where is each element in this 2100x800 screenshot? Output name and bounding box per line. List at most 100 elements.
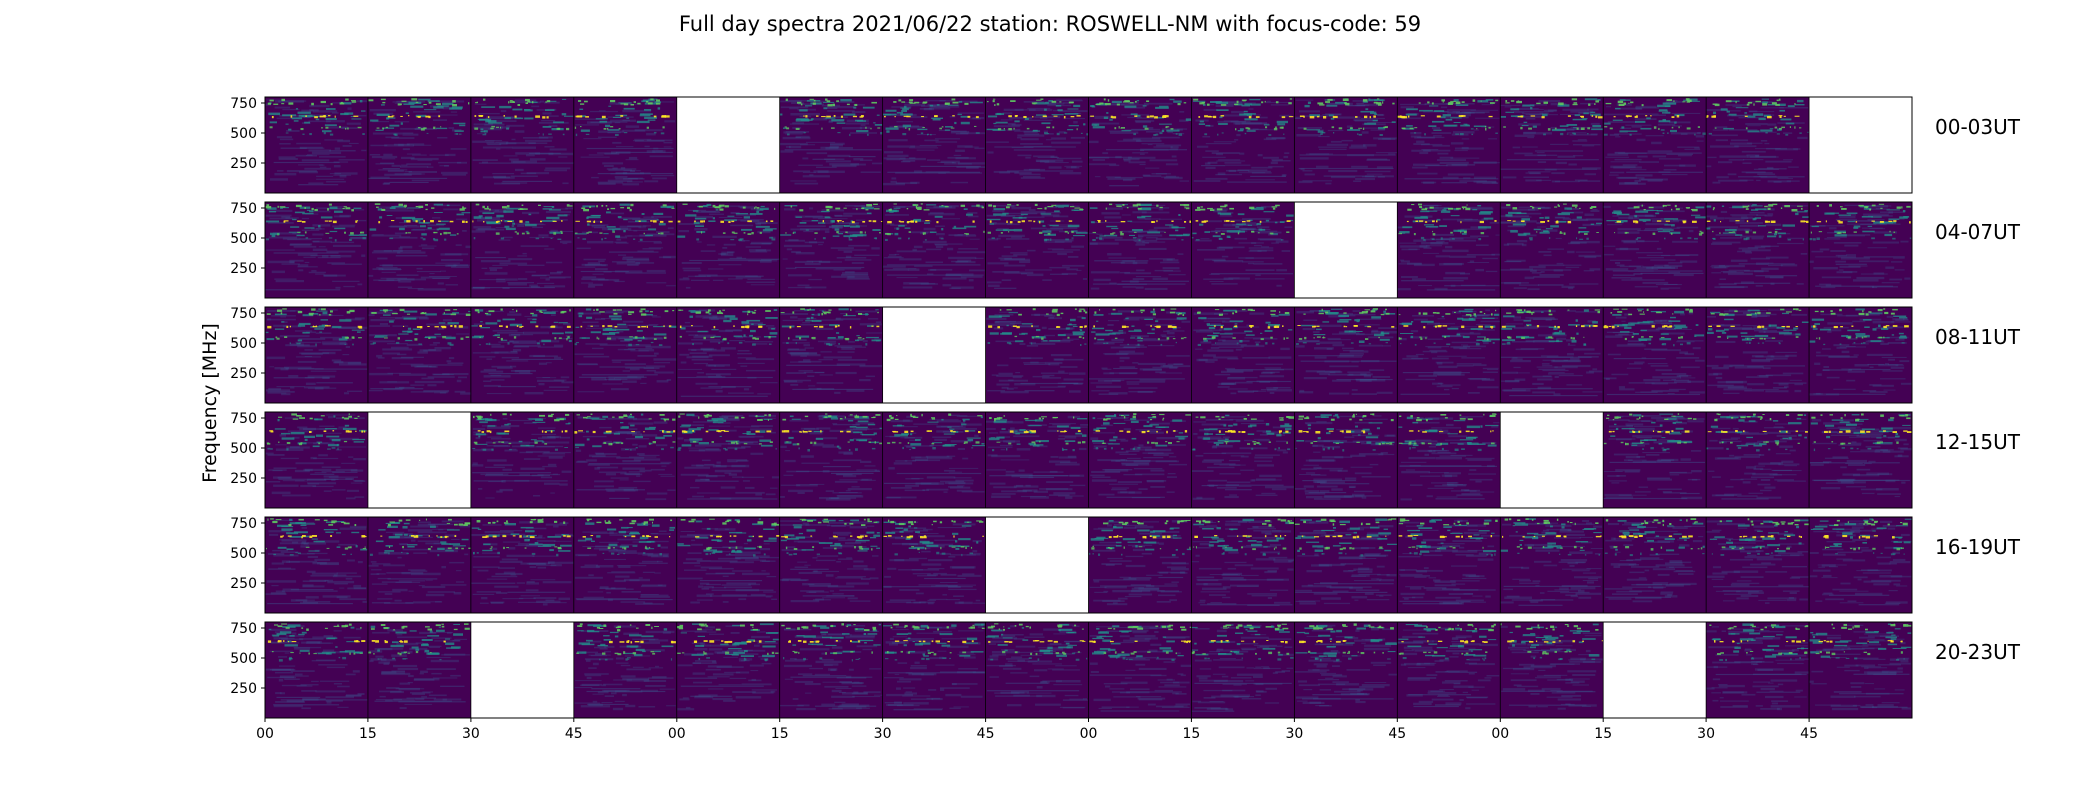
- spectrum-band: [645, 345, 671, 349]
- spectrum-band: [304, 356, 313, 358]
- spectrum-band: [1642, 281, 1669, 284]
- spectrum-band: [1835, 218, 1857, 221]
- spectrum-band: [582, 238, 587, 240]
- spectrum-band: [889, 210, 894, 213]
- spectrum-band: [1713, 115, 1716, 118]
- spectrum-band: [1527, 136, 1534, 139]
- spectrum-band: [1873, 231, 1897, 234]
- spectrum-band: [1009, 357, 1032, 359]
- spectrum-band: [756, 211, 760, 214]
- spectrum-band: [785, 239, 805, 242]
- spectrum-band: [908, 128, 911, 131]
- spectrum-band: [440, 253, 462, 256]
- spectrum-band: [848, 238, 853, 241]
- spectrum-band: [780, 100, 803, 103]
- spectrum-band: [1276, 269, 1287, 272]
- spectrum-band: [1720, 108, 1728, 111]
- spectrum-band: [688, 348, 713, 351]
- spectrum-band: [1829, 227, 1837, 230]
- spectrum-band: [1657, 104, 1671, 108]
- spectrum-band: [1040, 386, 1066, 388]
- spectrum-band: [884, 268, 909, 271]
- spectrum-band: [528, 213, 532, 216]
- spectrum-band: [603, 233, 609, 235]
- spectrum-band: [864, 231, 866, 234]
- spectrum-band: [1320, 132, 1323, 135]
- spectrum-band: [612, 229, 615, 232]
- spectrum-band: [873, 122, 876, 124]
- spectrum-band: [997, 128, 1002, 131]
- spectrum-band: [553, 232, 557, 235]
- spectrum-band: [1419, 109, 1433, 112]
- spectrum-band: [1123, 138, 1141, 141]
- spectrum-band: [968, 279, 974, 282]
- spectrum-band: [1480, 211, 1493, 214]
- spectrum-band: [1442, 176, 1459, 179]
- spectrum-band: [304, 207, 306, 209]
- spectrum-band: [799, 337, 802, 340]
- spectrum-band: [311, 207, 314, 211]
- spectrum-band: [1671, 126, 1674, 129]
- spectrum-band: [967, 212, 978, 214]
- spectrum-band: [764, 228, 777, 230]
- spectrum-band: [1443, 262, 1464, 265]
- spectrum-band: [1138, 235, 1144, 238]
- spectrum-band: [310, 228, 325, 230]
- spectrum-band: [285, 344, 310, 347]
- spectrum-band: [853, 158, 864, 161]
- spectrum-band: [827, 206, 830, 208]
- spectrum-band: [1001, 279, 1012, 281]
- spectrum-band: [1572, 103, 1578, 106]
- spectrum-band: [1152, 277, 1168, 280]
- spectrum-band: [928, 107, 951, 110]
- spectrum-band: [1355, 177, 1375, 181]
- spectrum-band: [627, 348, 653, 350]
- spectrum-band: [1560, 113, 1581, 115]
- spectrum-panel-empty: [1294, 202, 1398, 298]
- spectrum-band: [1648, 206, 1654, 209]
- spectrum-band: [586, 147, 674, 150]
- spectrum-band: [846, 103, 850, 106]
- spectrum-band: [1067, 129, 1074, 131]
- spectrum-band: [1216, 246, 1233, 250]
- spectrum-band: [1208, 124, 1214, 127]
- spectrum-band: [1361, 131, 1369, 134]
- spectrum-band: [691, 359, 714, 361]
- spectrum-band: [700, 348, 717, 351]
- spectrum-band: [389, 237, 394, 240]
- spectrum-band: [1092, 221, 1121, 224]
- spectrum-band: [1051, 114, 1064, 116]
- spectrum-band: [288, 375, 299, 378]
- spectrum-band: [1162, 267, 1180, 270]
- spectrum-band: [737, 357, 756, 359]
- spectrum-band: [428, 348, 436, 352]
- spectrum-band: [1740, 235, 1765, 238]
- spectrum-band: [813, 99, 816, 102]
- spectrum-band: [1639, 161, 1659, 163]
- spectrum-band: [1768, 231, 1772, 233]
- spectrum-band: [1753, 103, 1755, 106]
- spectrum-band: [584, 264, 608, 267]
- spectrum-band: [694, 275, 711, 278]
- spectrum-band: [1848, 214, 1856, 216]
- spectrum-band: [714, 365, 725, 367]
- spectrum-band: [1848, 265, 1868, 267]
- spectrum-band: [350, 232, 354, 235]
- spectrum-band: [1111, 100, 1122, 103]
- spectrum-band: [596, 205, 598, 208]
- spectrum-band: [349, 309, 355, 313]
- spectrum-band: [923, 209, 930, 211]
- spectrum-band: [1040, 213, 1052, 215]
- spectrum-band: [330, 314, 344, 316]
- spectrum-band: [635, 344, 640, 346]
- spectrum-band: [1028, 168, 1040, 171]
- spectrum-band: [1512, 220, 1516, 222]
- spectrum-band: [1607, 224, 1623, 226]
- spectrum-band: [1045, 139, 1052, 141]
- spectrum-band: [1589, 268, 1601, 271]
- spectrum-band: [1160, 261, 1180, 264]
- spectrum-band: [1062, 338, 1080, 340]
- spectrum-band: [540, 311, 543, 313]
- spectrum-band: [301, 229, 320, 231]
- spectrum-band: [803, 115, 805, 117]
